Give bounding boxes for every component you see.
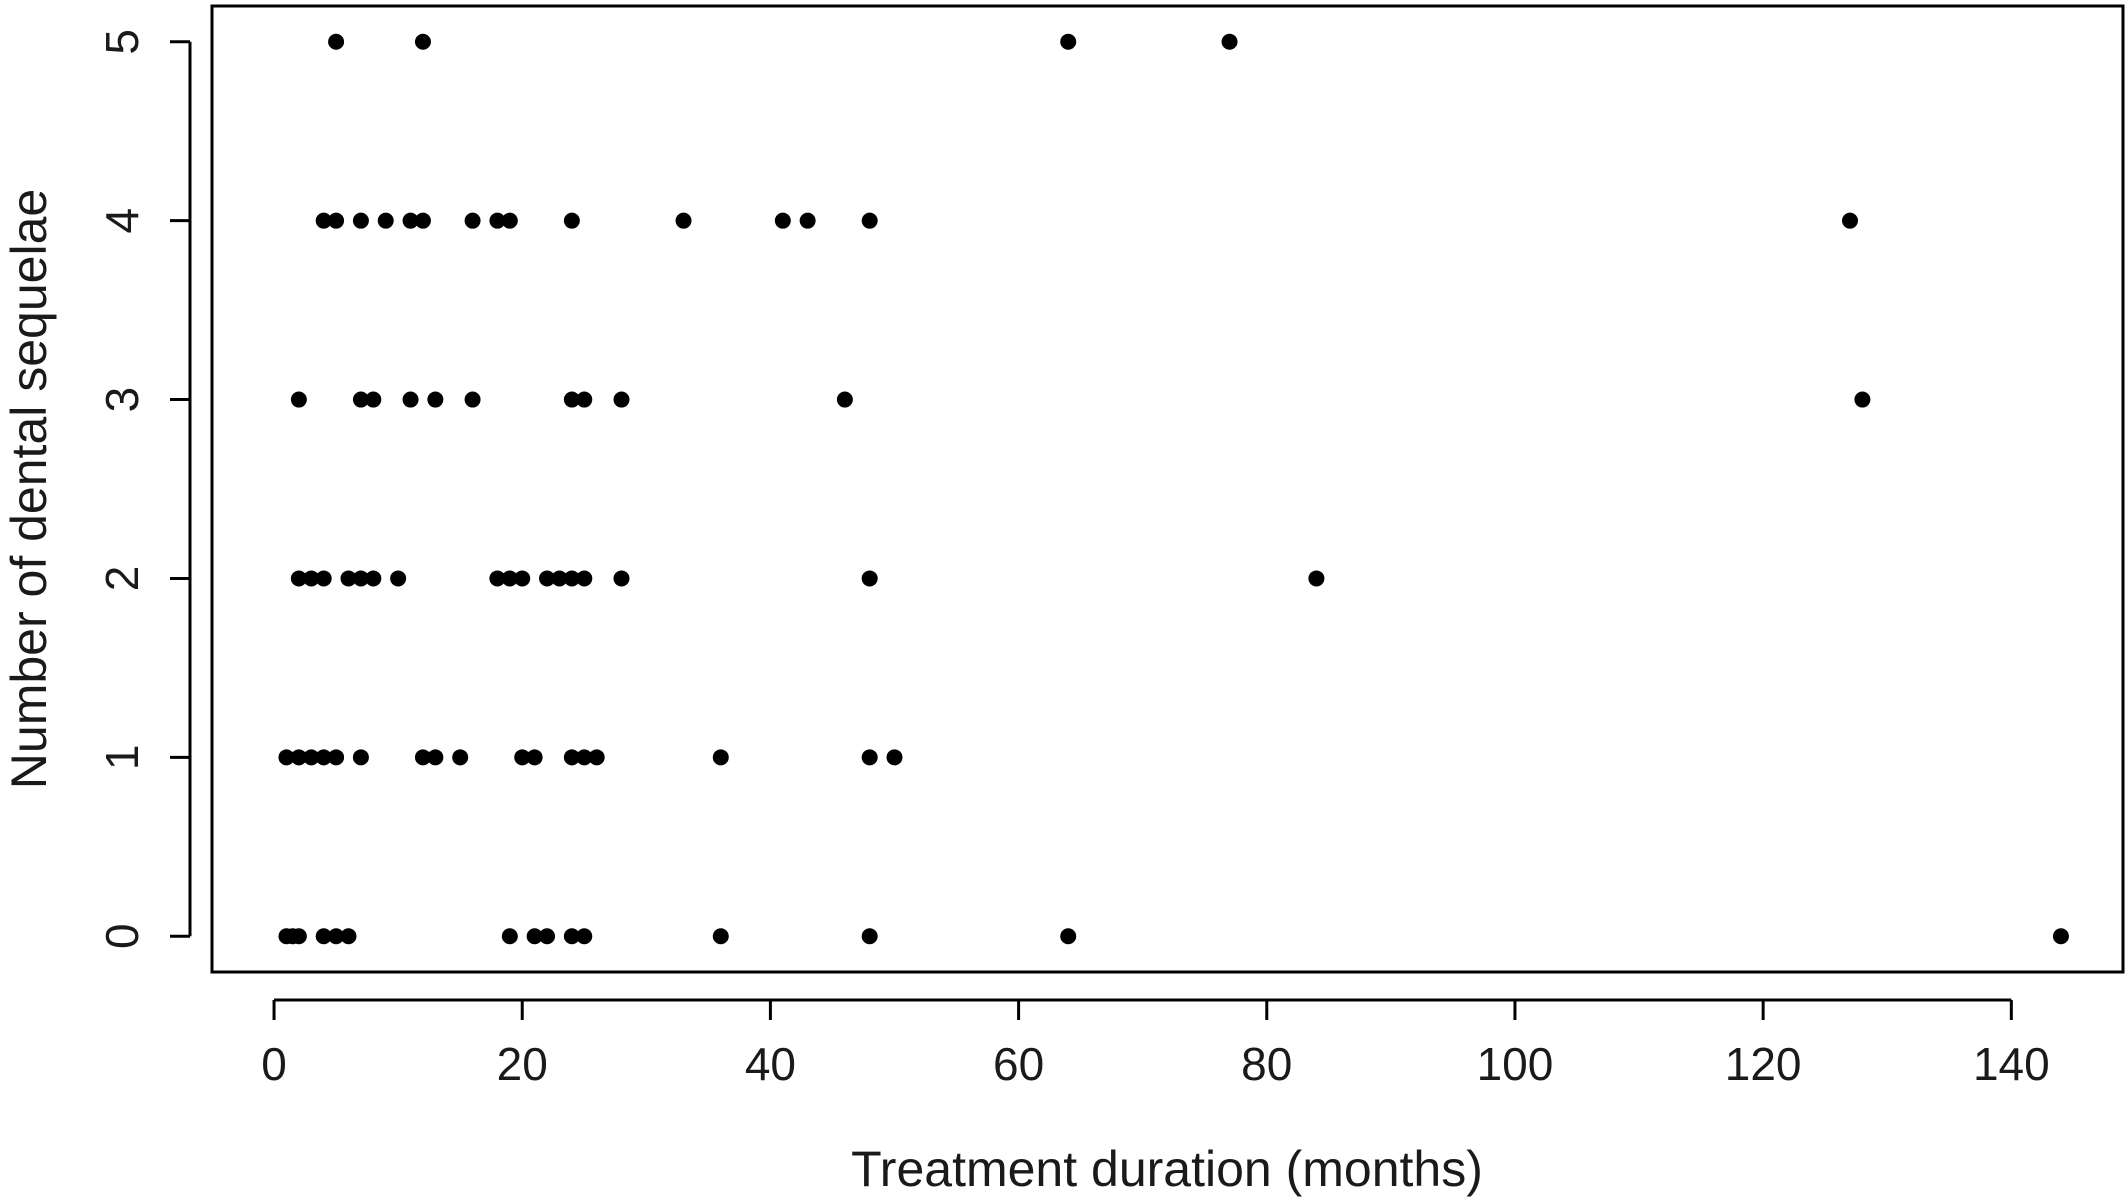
data-point <box>712 928 729 945</box>
data-point <box>613 391 630 408</box>
data-point <box>365 391 382 408</box>
data-point <box>352 570 369 587</box>
data-point <box>551 570 568 587</box>
data-point <box>1221 33 1238 50</box>
data-point <box>489 212 506 229</box>
x-axis: 0 20 40 60 80 100 120 140 <box>261 998 2050 1090</box>
data-point <box>402 212 419 229</box>
data-point <box>836 391 853 408</box>
data-point <box>303 570 320 587</box>
data-point <box>414 212 431 229</box>
data-point <box>315 570 332 587</box>
data-point <box>526 749 543 766</box>
y-tick-label: 5 <box>96 29 148 55</box>
data-point <box>861 928 878 945</box>
data-point <box>526 928 543 945</box>
data-point <box>315 749 332 766</box>
x-tick-label: 120 <box>1725 1038 1802 1090</box>
data-point <box>365 570 382 587</box>
data-point <box>290 749 307 766</box>
data-point <box>290 928 307 945</box>
data-point <box>352 391 369 408</box>
x-tick-label: 80 <box>1241 1038 1292 1090</box>
x-tick-label: 20 <box>497 1038 548 1090</box>
data-point <box>514 570 531 587</box>
data-point <box>427 749 444 766</box>
data-point <box>402 391 419 408</box>
data-point <box>464 391 481 408</box>
data-point <box>563 212 580 229</box>
data-point <box>501 212 518 229</box>
data-point <box>2052 928 2069 945</box>
data-point <box>1308 570 1325 587</box>
y-tick-label: 3 <box>96 387 148 413</box>
data-point <box>315 212 332 229</box>
data-point <box>576 928 593 945</box>
x-axis-title: Treatment duration (months) <box>851 1141 1483 1197</box>
y-axis: 0 1 2 3 4 5 <box>96 29 192 949</box>
data-point <box>414 749 431 766</box>
x-tick-label: 0 <box>261 1038 287 1090</box>
data-point <box>799 212 816 229</box>
data-point <box>464 212 481 229</box>
y-tick-label: 4 <box>96 208 148 234</box>
data-point <box>390 570 407 587</box>
data-point <box>1060 928 1077 945</box>
y-tick-label: 2 <box>96 566 148 592</box>
y-tick-label: 1 <box>96 745 148 771</box>
data-point <box>315 928 332 945</box>
data-point <box>675 212 692 229</box>
data-point <box>328 749 345 766</box>
data-point <box>576 570 593 587</box>
data-point <box>563 928 580 945</box>
data-point <box>1842 212 1858 229</box>
data-point <box>352 749 369 766</box>
data-point <box>352 212 369 229</box>
data-point <box>774 212 791 229</box>
data-point <box>340 570 357 587</box>
x-tick-label: 140 <box>1973 1038 2050 1090</box>
data-point <box>452 749 469 766</box>
data-point <box>501 570 518 587</box>
data-point <box>290 391 307 408</box>
data-point <box>377 212 394 229</box>
x-tick-label: 60 <box>993 1038 1044 1090</box>
data-point <box>539 928 556 945</box>
data-point <box>563 570 580 587</box>
data-point <box>588 749 605 766</box>
data-point <box>340 928 357 945</box>
data-point <box>328 928 345 945</box>
y-tick-label: 0 <box>96 923 148 949</box>
data-point <box>414 33 431 50</box>
x-tick-label: 100 <box>1477 1038 1554 1090</box>
data-point <box>278 749 295 766</box>
data-point <box>303 749 320 766</box>
y-axis-title: Number of dental sequelae <box>1 189 57 789</box>
data-point <box>861 212 878 229</box>
data-point <box>712 749 729 766</box>
data-point <box>886 749 903 766</box>
data-point <box>1854 391 1871 408</box>
data-point <box>290 570 307 587</box>
data-point <box>427 391 444 408</box>
data-point <box>501 928 518 945</box>
data-point <box>1060 33 1077 50</box>
data-point <box>489 570 506 587</box>
data-point <box>576 749 593 766</box>
data-point <box>576 391 593 408</box>
data-point <box>613 570 630 587</box>
data-points <box>278 33 2069 945</box>
data-point <box>514 749 531 766</box>
x-tick-label: 40 <box>745 1038 796 1090</box>
plot-frame <box>210 4 2125 974</box>
data-point <box>563 391 580 408</box>
data-point <box>328 33 345 50</box>
data-point <box>861 570 878 587</box>
data-point <box>328 212 345 229</box>
data-point <box>539 570 556 587</box>
data-point <box>861 749 878 766</box>
data-point <box>563 749 580 766</box>
